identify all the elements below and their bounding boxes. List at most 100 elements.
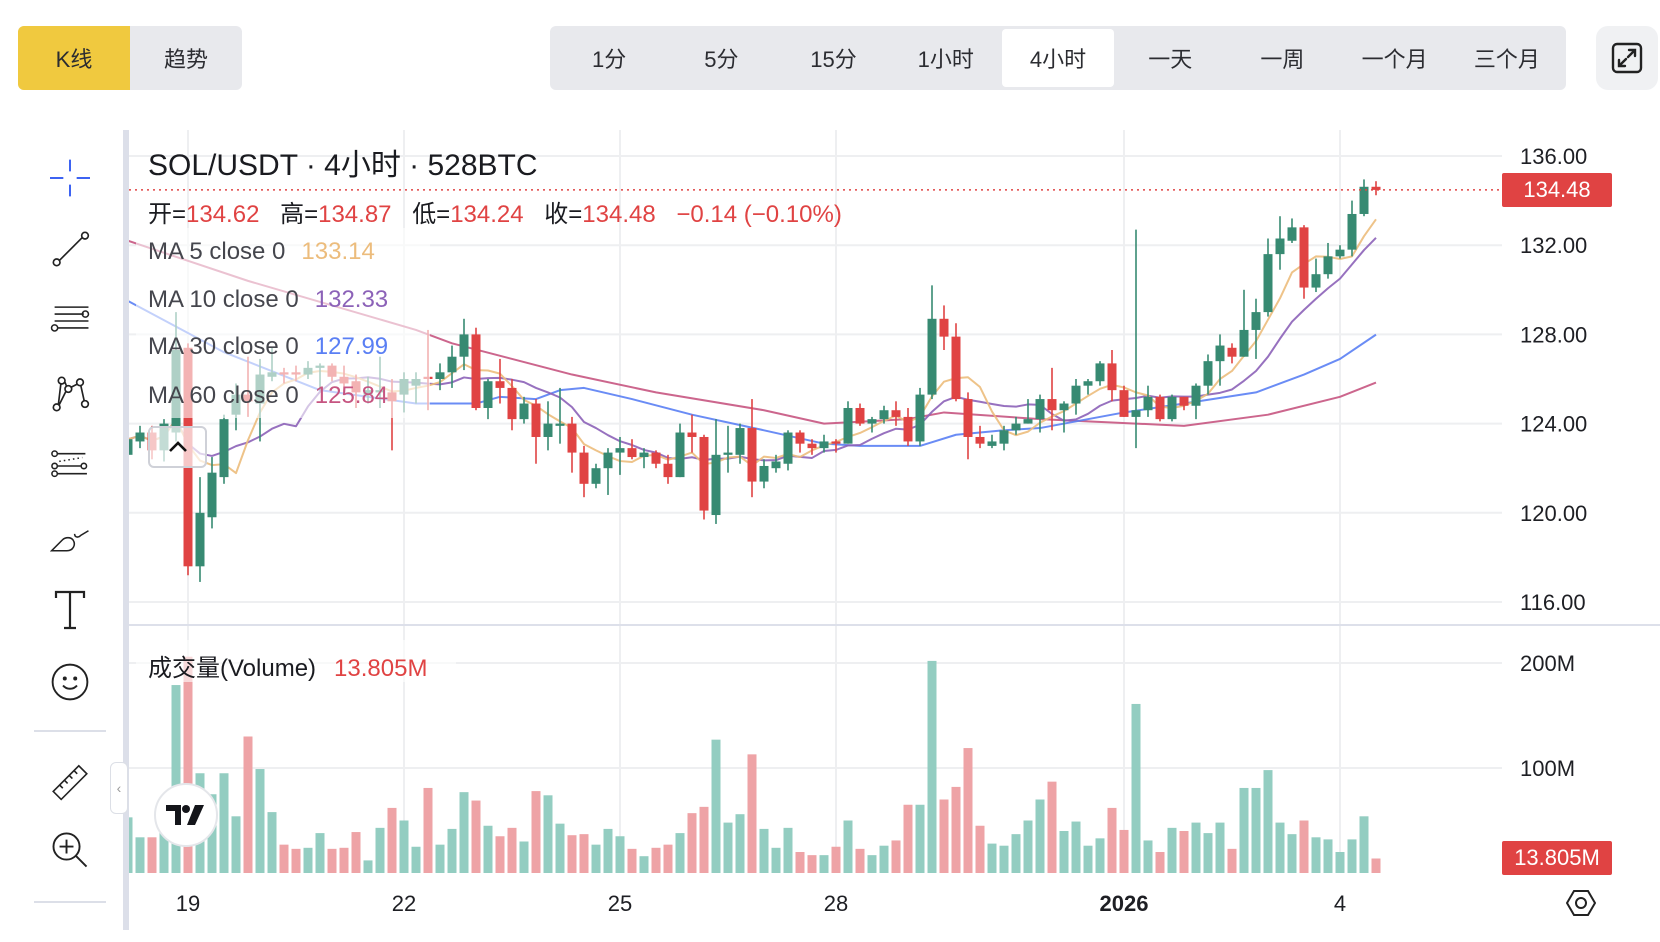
volume-bar xyxy=(867,855,877,873)
volume-bar xyxy=(723,822,733,873)
volume-bar xyxy=(747,754,757,873)
volume-bar xyxy=(1011,834,1021,873)
candle xyxy=(495,358,505,404)
chevron-up-icon xyxy=(168,441,187,452)
volume-bar xyxy=(699,806,709,873)
ruler-tool[interactable] xyxy=(50,761,90,801)
candle xyxy=(567,416,577,473)
candle xyxy=(1155,394,1165,422)
candle-body xyxy=(1191,385,1201,406)
candle xyxy=(591,463,601,489)
candle xyxy=(531,399,541,464)
trend-line-tool[interactable] xyxy=(50,229,90,269)
candle-body xyxy=(543,423,553,437)
candle-body xyxy=(999,430,1009,444)
high-value: 134.87 xyxy=(318,201,392,228)
volume-bar xyxy=(1131,703,1141,873)
volume-bar xyxy=(447,828,457,873)
volume-bar xyxy=(939,799,949,873)
volume-bar xyxy=(1107,807,1117,873)
candle xyxy=(1347,200,1357,257)
collapse-legend-button[interactable] xyxy=(148,426,207,468)
emoji-tool[interactable] xyxy=(50,662,90,702)
price-tick-label: 132.00 xyxy=(1520,233,1587,258)
candle xyxy=(807,439,817,455)
fib-channel-tool[interactable] xyxy=(50,446,90,486)
candle xyxy=(927,285,937,400)
candle xyxy=(1203,354,1213,395)
timeframe-15m[interactable]: 15分 xyxy=(810,47,857,72)
candle xyxy=(771,454,781,473)
volume-bar xyxy=(735,814,745,873)
chart-settings-button[interactable] xyxy=(1564,886,1598,920)
expand-icon xyxy=(1611,42,1643,74)
timeframe-5m[interactable]: 5分 xyxy=(704,47,739,72)
price-tick-label: 124.00 xyxy=(1520,412,1587,437)
candle-body xyxy=(675,432,685,478)
candle-body xyxy=(1047,399,1057,411)
timeframe-1m[interactable]: 1分 xyxy=(591,47,627,72)
pattern-tool[interactable] xyxy=(50,374,90,414)
volume-bar xyxy=(1275,822,1285,873)
candle-body xyxy=(1263,254,1273,313)
candle xyxy=(1131,229,1141,449)
timeframe-1mo[interactable]: 一个月 xyxy=(1361,47,1428,72)
ma5-legend[interactable]: MA 5 close 0 133.14 xyxy=(148,238,375,266)
settings-icon xyxy=(1566,890,1596,916)
timeframe-4h[interactable]: 4小时 xyxy=(1001,29,1115,87)
candle xyxy=(507,379,517,431)
volume-bar xyxy=(879,845,889,873)
volume-bar xyxy=(1347,839,1357,873)
volume-bar xyxy=(1263,770,1273,873)
candle-body xyxy=(1119,390,1129,417)
timeframe-1d[interactable]: 一天 xyxy=(1148,47,1193,72)
zoom-in-tool[interactable] xyxy=(50,830,90,870)
fullscreen-button[interactable] xyxy=(1596,26,1658,90)
volume-bar xyxy=(291,848,301,873)
candle xyxy=(1323,242,1333,279)
ma60-legend[interactable]: MA 60 close 0 125.84 xyxy=(148,382,388,410)
text-tool[interactable] xyxy=(50,590,90,630)
emoji-icon xyxy=(51,663,89,701)
volume-bar xyxy=(819,855,829,873)
candle xyxy=(651,450,661,469)
ma10-legend[interactable]: MA 10 close 0 132.33 xyxy=(148,286,388,314)
volume-bar xyxy=(255,769,265,873)
tab-trend[interactable]: 趋势 xyxy=(163,47,208,72)
price-tick-label: 136.00 xyxy=(1520,144,1587,169)
candle-body xyxy=(987,441,997,446)
candle-body xyxy=(1299,227,1309,288)
candle-body xyxy=(639,452,649,458)
tab-kline[interactable]: K线 xyxy=(18,26,130,90)
timeframe-1w[interactable]: 一周 xyxy=(1260,47,1305,72)
volume-bar xyxy=(951,786,961,873)
candle xyxy=(483,379,493,420)
candle-body xyxy=(1335,249,1345,257)
timeframe-3mo[interactable]: 三个月 xyxy=(1473,47,1540,72)
volume-label: 成交量(Volume) xyxy=(148,655,317,682)
candle xyxy=(783,430,793,471)
volume-bar xyxy=(483,825,493,873)
horizontal-lines-tool[interactable] xyxy=(50,301,90,341)
candle xyxy=(1239,289,1249,357)
candle xyxy=(1035,394,1045,433)
ma60-label: MA 60 close 0 xyxy=(148,382,299,409)
volume-bar xyxy=(963,748,973,873)
volume-bar xyxy=(663,844,673,873)
candle-body xyxy=(855,407,865,424)
crosshair-tool[interactable] xyxy=(50,158,90,198)
tradingview-logo-icon xyxy=(166,805,204,825)
candle-body xyxy=(135,432,145,442)
timeframe-1h[interactable]: 1小时 xyxy=(917,47,974,72)
tradingview-logo[interactable] xyxy=(154,783,218,847)
candle-body xyxy=(735,428,745,455)
volume-bar xyxy=(471,800,481,873)
ma30-legend[interactable]: MA 30 close 0 127.99 xyxy=(148,333,388,361)
volume-bar xyxy=(339,847,349,873)
brush-tool[interactable] xyxy=(50,520,90,560)
candle xyxy=(579,445,589,498)
toolbar-collapse-handle[interactable]: ‹ xyxy=(110,762,128,814)
volume-bar xyxy=(591,844,601,873)
candle xyxy=(519,396,529,424)
